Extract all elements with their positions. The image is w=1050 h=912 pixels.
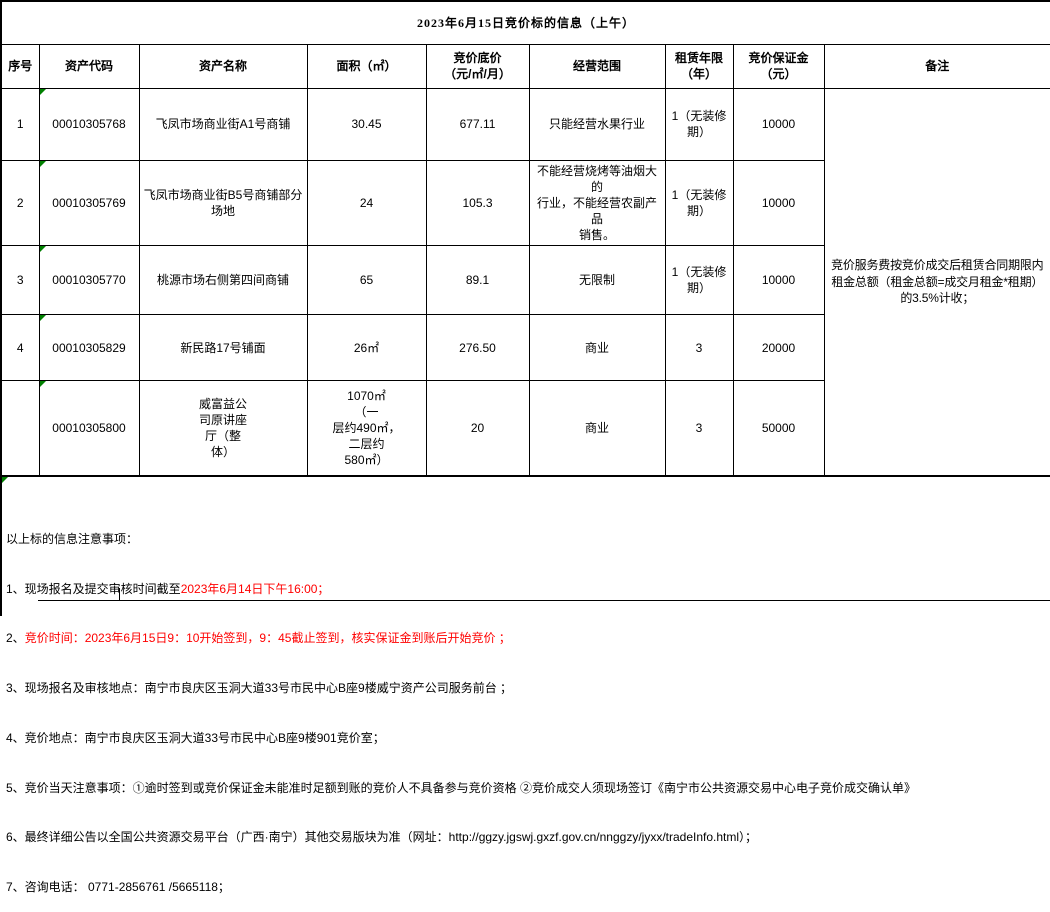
asset-code-value: 00010305800 [52,421,126,436]
cell-lease-term: 3 [664,314,734,382]
cell-asset-name: 桃源市场右侧第四间商铺 [138,245,308,316]
header-lease-term: 租赁年限 （年） [664,43,734,89]
notes-heading: 以上标的信息注意事项： [6,531,139,546]
note-2-bid-time: 竞价时间：2023年6月15日9：10开始签到，9：45截止签到，核实保证金到账… [24,631,511,646]
cell-serial: 3 [0,245,40,316]
table-row: 4 00010305829 新民路17号铺面 26㎡ 276.50 商业 3 2… [0,314,1050,382]
cell-asset-code: 00010305829 [38,314,140,382]
asset-code-value: 00010305829 [52,340,126,355]
cell-asset-code: 00010305769 [38,159,140,247]
header-asset-name: 资产名称 [138,43,308,89]
page-title: 2023年6月15日竞价标的信息（上午） [0,0,1050,45]
cell-base-price: 20 [425,380,530,477]
cell-base-price: 105.3 [425,159,530,247]
header-area: 面积（㎡） [306,43,427,89]
cell-deposit: 50000 [732,380,825,477]
note-1-deadline: 2023年6月14日下午16:00； [180,581,330,596]
cell-serial: 2 [0,159,40,247]
cell-area: 24 [306,159,427,247]
cell-deposit: 10000 [732,245,825,316]
note-2-number: 2、 [6,631,25,646]
note-line-7: 7、咨询电话： 0771-2856761 /5665118； [6,880,230,895]
note-line-4: 4、竞价地点：南宁市良庆区玉洞大道33号市民中心B座9楼901竞价室； [6,730,385,745]
table-row: 00010305800 威富益公 司原讲座 厅（整 体） 1070㎡ （一 层约… [0,380,1050,477]
asset-code-value: 00010305768 [52,116,126,131]
cell-asset-name: 飞凤市场商业街A1号商铺 [138,87,308,161]
header-business-scope: 经营范围 [528,43,666,89]
auction-info-table: 2023年6月15日竞价标的信息（上午） 序号 资产代码 资产名称 面积（㎡） … [0,0,1050,477]
note-1-text: 1、现场报名及提交审核时间截至 [6,581,181,596]
cell-business-scope: 只能经营水果行业 [528,87,666,161]
header-remark: 备注 [823,43,1050,89]
excel-flag-triangle-icon [40,160,46,167]
header-row: 序号 资产代码 资产名称 面积（㎡） 竞价底价 （元/㎡/月） 经营范围 租赁年… [0,43,1050,89]
cell-serial: 4 [0,314,40,382]
cell-area: 30.45 [306,87,427,161]
excel-flag-triangle-icon [40,89,46,95]
note-line-2: 2、竞价时间：2023年6月15日9：10开始签到，9：45截止签到，核实保证金… [6,630,1050,647]
cell-asset-code: 00010305768 [38,87,140,161]
cell-base-price: 677.11 [425,87,530,161]
cell-deposit: 20000 [732,314,825,382]
header-deposit: 竞价保证金 （元） [732,43,825,89]
cell-deposit: 10000 [732,87,825,161]
cell-asset-name: 新民路17号铺面 [138,314,308,382]
cell-serial: 1 [0,87,40,161]
cell-business-scope: 商业 [528,380,666,477]
cell-lease-term: 1（无装修 期） [664,87,734,161]
asset-code-value: 00010305770 [52,273,126,288]
note-line-6: 6、最终详细公告以全国公共资源交易平台（广西·南宁）其他交易版块为准（网址：ht… [6,830,758,845]
header-asset-code: 资产代码 [38,43,140,89]
cell-area: 1070㎡ （一 层约490㎡， 二层约 580㎡） [306,380,427,477]
header-serial: 序号 [0,43,40,89]
note-line-1: 1、现场报名及提交审核时间截至2023年6月14日下午16:00； [6,581,1050,598]
cell-lease-term: 1（无装修 期） [664,159,734,247]
excel-flag-triangle-icon [40,381,46,388]
cell-asset-code: 00010305770 [38,245,140,316]
asset-code-value: 00010305769 [52,195,126,210]
header-base-price: 竞价底价 （元/㎡/月） [425,43,530,89]
cell-lease-term: 1（无装修 期） [664,245,734,316]
cell-base-price: 89.1 [425,245,530,316]
note-line-5: 5、竞价当天注意事项：①逾时签到或竞价保证金未能准时足额到账的竞价人不具备参与竞… [6,780,917,795]
cell-asset-code: 00010305800 [38,380,140,477]
cell-deposit: 10000 [732,159,825,247]
cell-remark-merged: 竞价服务费按竞价成交后租赁合同期限内 租金总额（租金总额=成交月租金*租期） 的… [823,87,1050,477]
table-row: 1 00010305768 飞凤市场商业街A1号商铺 30.45 677.11 … [0,87,1050,477]
cell-area: 65 [306,245,427,316]
excel-flag-triangle-icon [2,476,8,483]
cell-business-scope: 商业 [528,314,666,382]
excel-flag-triangle-icon [40,315,46,322]
cell-asset-name: 飞凤市场商业街B5号商铺部分 场地 [138,159,308,247]
note-line-3: 3、现场报名及审核地点：南宁市良庆区玉洞大道33号市民中心B座9楼威宁资产公司服… [6,681,513,696]
cell-asset-name: 威富益公 司原讲座 厅（整 体） [138,380,308,477]
excel-flag-triangle-icon [40,246,46,253]
table-row: 3 00010305770 桃源市场右侧第四间商铺 65 89.1 无限制 1（… [0,245,1050,316]
cell-serial [0,380,40,477]
cell-business-scope: 不能经营烧烤等油烟大的 行业，不能经营农副产品 销售。 [528,159,666,247]
cell-area: 26㎡ [306,314,427,382]
cell-business-scope: 无限制 [528,245,666,316]
notes-block: 以上标的信息注意事项： 1、现场报名及提交审核时间截至2023年6月14日下午1… [0,476,1050,894]
cell-lease-term: 3 [664,380,734,477]
gridline-vertical-tick [119,588,120,601]
title-row: 2023年6月15日竞价标的信息（上午） [0,0,1050,45]
table-row: 2 00010305769 飞凤市场商业街B5号商铺部分 场地 24 105.3… [0,159,1050,247]
cell-base-price: 276.50 [425,314,530,382]
